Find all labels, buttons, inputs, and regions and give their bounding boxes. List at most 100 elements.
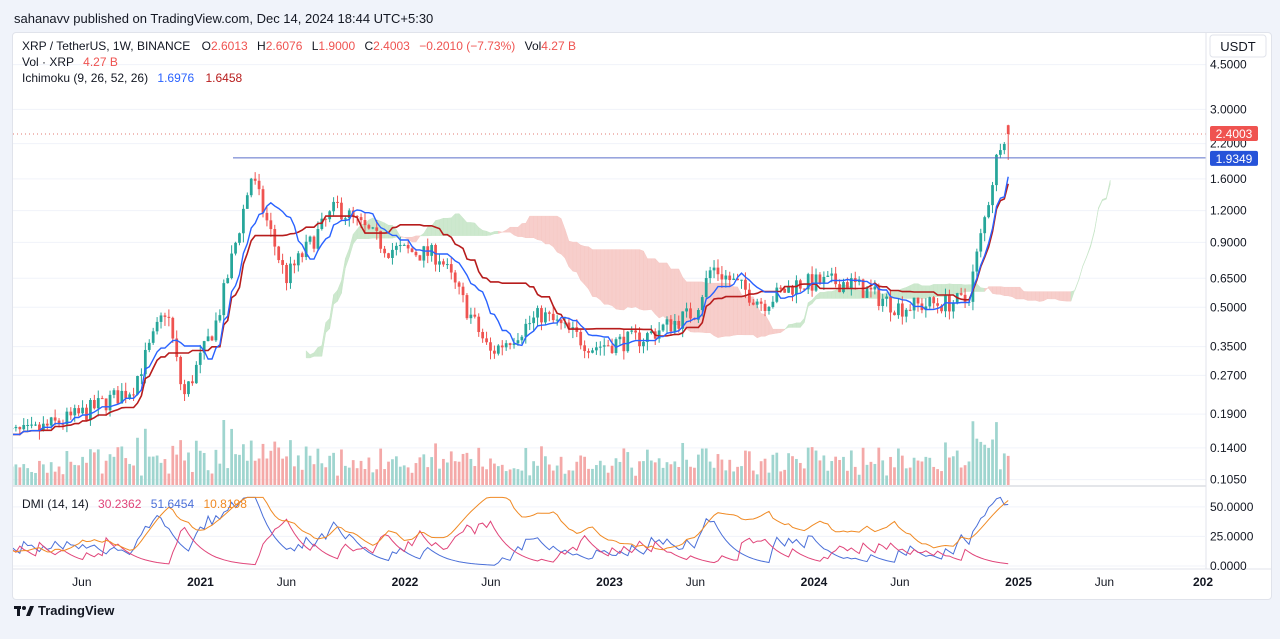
volume-bar (261, 443, 265, 485)
volume-bar (802, 468, 806, 485)
ichimoku-value-1: 1.6976 (157, 71, 194, 85)
candle (516, 333, 520, 346)
candle (708, 266, 712, 284)
volume-bar (18, 467, 22, 485)
volume-bar (179, 440, 183, 485)
volume-bar (320, 463, 324, 485)
volume-bar (975, 438, 979, 485)
volume-bar (391, 459, 394, 485)
volume-bar (853, 466, 857, 485)
volume-bar (783, 469, 787, 485)
volume-bar (583, 456, 586, 485)
ichimoku-tenkan-line (13, 176, 1009, 436)
publish-info: sahanavv published on TradingView.com, D… (14, 11, 434, 26)
volume-bar (245, 460, 249, 485)
time-tick-label: Jun (890, 575, 909, 589)
volume-bar (865, 464, 869, 485)
volume-bar (995, 422, 998, 485)
chart-card[interactable]: XRP / TetherUS, 1W, BINANCE O2.6013 H2.6… (12, 32, 1272, 600)
candle (155, 317, 159, 335)
dmi-value-1: 30.2362 (98, 497, 142, 511)
volume-bar (830, 461, 834, 485)
candle (532, 311, 536, 332)
candle (767, 305, 771, 315)
legend-open: 2.6013 (211, 39, 248, 53)
volume-bar (159, 462, 163, 485)
volume-bar (296, 455, 300, 485)
volume-bars (13, 420, 1010, 485)
candle (347, 208, 351, 227)
volume-bar (340, 449, 343, 485)
volume-bar (595, 465, 598, 485)
volume-bar (14, 464, 18, 485)
candle (26, 419, 30, 431)
volume-bar (622, 448, 626, 485)
volume-bar (979, 441, 983, 485)
time-tick-label: Jun (1095, 575, 1114, 589)
volume-bar (967, 461, 971, 485)
candle (500, 340, 504, 356)
tradingview-footer[interactable]: TradingView (14, 603, 114, 618)
candle (151, 327, 155, 345)
chart-svg[interactable]: XRP / TetherUS, 1W, BINANCE O2.6013 H2.6… (13, 33, 1271, 599)
volume-bar (257, 458, 261, 485)
volume-bar (528, 475, 532, 485)
volume-bar (328, 455, 332, 485)
volume-bar (791, 456, 794, 485)
volume-bar (41, 464, 45, 485)
candle (198, 344, 202, 374)
volume-bar (312, 464, 316, 485)
time-tick-label: Jun (72, 575, 91, 589)
candle (610, 338, 614, 354)
volume-bar (100, 473, 104, 485)
candle (904, 308, 908, 323)
candle (595, 341, 598, 355)
candle (277, 245, 281, 264)
legend-vol-label: Vol (525, 39, 542, 53)
candle (1006, 124, 1010, 160)
candle (544, 307, 547, 325)
volume-bar (575, 461, 579, 485)
candle (759, 297, 763, 312)
candle (308, 235, 312, 245)
volume-bar (747, 451, 751, 485)
volume-bar (900, 455, 904, 485)
candle (461, 282, 465, 303)
volume-bar (332, 452, 335, 485)
candle (253, 172, 257, 185)
time-axis[interactable]: Jun 2021 Jun 2022 Jun 2023 Jun 2024 Jun 2025 Jun 20… (72, 575, 1213, 589)
volume-bar (787, 453, 790, 485)
volume-bar (724, 470, 728, 485)
candle (143, 342, 147, 384)
volume-bar (222, 420, 226, 485)
volume-bar (65, 451, 69, 485)
candle (77, 405, 81, 417)
candle (269, 212, 273, 237)
volume-bar (795, 458, 798, 485)
volume-bar (434, 443, 437, 485)
volume-bar (198, 450, 202, 485)
svg-text:XRP / TetherUS, 1W, BINANCE: XRP / TetherUS, 1W, BINANCE O2.6013 H2.6… (22, 39, 576, 53)
candle (661, 323, 665, 332)
candle (92, 394, 96, 410)
volume-bar (732, 471, 736, 485)
candle (289, 256, 292, 289)
candle (477, 313, 481, 337)
price-axis[interactable]: 4.50003.00002.20001.60001.20000.90000.65… (1210, 58, 1247, 487)
candle (716, 259, 720, 281)
volume-bar (999, 469, 1002, 485)
candle (630, 326, 634, 335)
candle (159, 312, 163, 329)
candle (191, 375, 194, 386)
volume-bar (316, 448, 320, 485)
volume-bar (49, 462, 53, 485)
candle (222, 279, 226, 322)
volume-bar (626, 452, 630, 485)
volume-bar (383, 469, 386, 485)
candle (975, 248, 979, 278)
volume-bar (991, 439, 994, 485)
volume-bar (453, 461, 457, 485)
volume-bar (92, 452, 96, 485)
currency-button[interactable]: USDT (1209, 34, 1267, 58)
candle (265, 206, 269, 227)
